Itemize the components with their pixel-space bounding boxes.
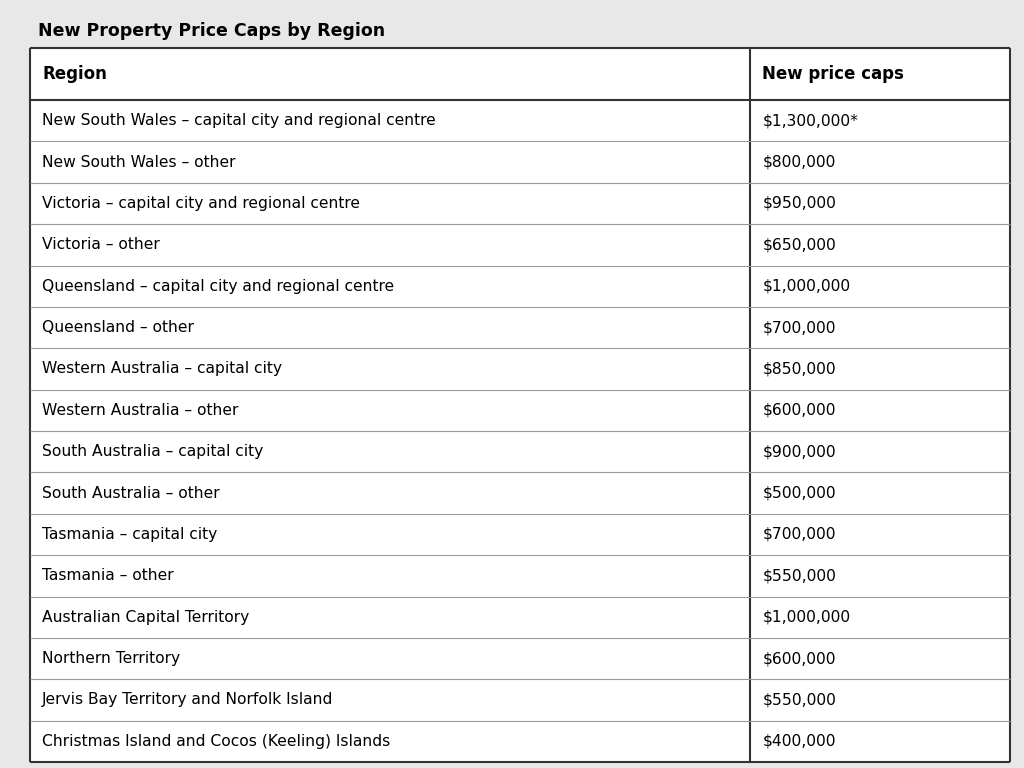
Text: New price caps: New price caps (762, 65, 904, 83)
Text: Region: Region (42, 65, 106, 83)
Text: $1,000,000: $1,000,000 (762, 279, 850, 293)
Text: New South Wales – other: New South Wales – other (42, 154, 236, 170)
Text: Victoria – capital city and regional centre: Victoria – capital city and regional cen… (42, 196, 360, 211)
Text: Australian Capital Territory: Australian Capital Territory (42, 610, 249, 624)
Text: $700,000: $700,000 (762, 320, 836, 335)
Text: $550,000: $550,000 (762, 693, 837, 707)
Text: $700,000: $700,000 (762, 527, 836, 542)
Text: $850,000: $850,000 (762, 362, 836, 376)
Text: $800,000: $800,000 (762, 154, 836, 170)
Text: Jervis Bay Territory and Norfolk Island: Jervis Bay Territory and Norfolk Island (42, 693, 334, 707)
Text: New South Wales – capital city and regional centre: New South Wales – capital city and regio… (42, 113, 436, 128)
Text: $400,000: $400,000 (762, 733, 836, 749)
Text: $1,000,000: $1,000,000 (762, 610, 850, 624)
Text: $900,000: $900,000 (762, 444, 836, 459)
Text: New Property Price Caps by Region: New Property Price Caps by Region (38, 22, 385, 40)
Text: Christmas Island and Cocos (Keeling) Islands: Christmas Island and Cocos (Keeling) Isl… (42, 733, 390, 749)
Text: $950,000: $950,000 (762, 196, 837, 211)
Text: Queensland – other: Queensland – other (42, 320, 194, 335)
Text: $650,000: $650,000 (762, 237, 836, 253)
Text: Western Australia – other: Western Australia – other (42, 402, 239, 418)
Text: $550,000: $550,000 (762, 568, 837, 584)
Text: $500,000: $500,000 (762, 485, 836, 501)
Text: $600,000: $600,000 (762, 651, 836, 666)
Text: South Australia – other: South Australia – other (42, 485, 219, 501)
Text: Tasmania – other: Tasmania – other (42, 568, 174, 584)
Text: Victoria – other: Victoria – other (42, 237, 160, 253)
Text: South Australia – capital city: South Australia – capital city (42, 444, 263, 459)
Text: Northern Territory: Northern Territory (42, 651, 180, 666)
Text: Queensland – capital city and regional centre: Queensland – capital city and regional c… (42, 279, 394, 293)
Text: Tasmania – capital city: Tasmania – capital city (42, 527, 217, 542)
Text: Western Australia – capital city: Western Australia – capital city (42, 362, 282, 376)
Text: $600,000: $600,000 (762, 402, 836, 418)
Text: $1,300,000*: $1,300,000* (762, 113, 858, 128)
